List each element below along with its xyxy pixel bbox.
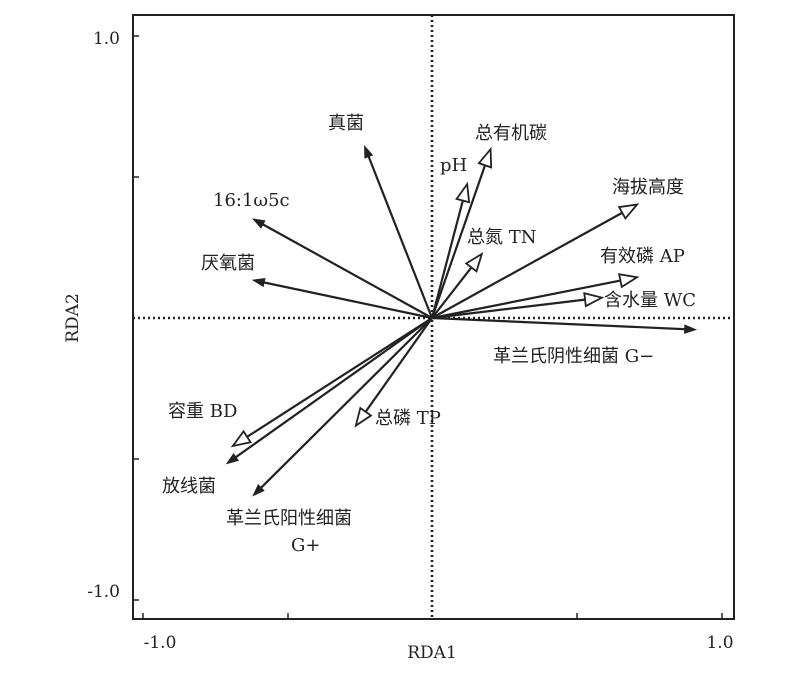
resp-vector-2-shaft bbox=[256, 279, 433, 320]
resp-vector-4-arrowhead bbox=[225, 453, 240, 465]
env-vector-4-arrowhead bbox=[618, 273, 640, 289]
label-actinomycetes: 放线菌 bbox=[162, 476, 216, 497]
label-available-phosphorus: 有效磷 AP bbox=[600, 246, 685, 267]
env-vector-1-arrowhead bbox=[455, 181, 471, 204]
env-vector-2-shaft bbox=[431, 211, 623, 319]
resp-vector-0-shaft bbox=[365, 149, 434, 319]
label-ph: pH bbox=[440, 155, 467, 176]
env-vector-4-shaft bbox=[431, 279, 621, 320]
x-tick-label-min: -1.0 bbox=[144, 633, 177, 653]
label-gram-negative: 革兰氏阴性细菌 G− bbox=[493, 346, 654, 367]
vector-labels: 总有机碳 pH 海拔高度 总氮 TN 有效磷 AP 含水量 WC 总磷 TP 容… bbox=[162, 113, 696, 556]
env-vector-5-shaft bbox=[431, 298, 586, 320]
response-vectors bbox=[225, 144, 698, 497]
label-anaerobes: 厌氧菌 bbox=[201, 253, 255, 274]
env-vector-3-arrowhead bbox=[464, 251, 484, 273]
resp-vector-0-arrowhead bbox=[364, 144, 374, 159]
resp-vector-3-arrowhead bbox=[684, 324, 698, 334]
label-total-phosphorus: 总磷 TP bbox=[375, 408, 441, 429]
resp-vector-5-shaft bbox=[255, 317, 433, 494]
resp-vector-5-arrowhead bbox=[252, 484, 265, 497]
env-vector-0-arrowhead bbox=[477, 146, 493, 169]
label-16-1w5c: 16:1ω5c bbox=[213, 190, 290, 211]
label-bulk-density: 容重 BD bbox=[168, 401, 237, 422]
resp-vector-3-shaft bbox=[431, 316, 692, 331]
x-tick-label-max: 1.0 bbox=[706, 633, 733, 653]
label-fungi: 真菌 bbox=[328, 113, 364, 134]
label-altitude: 海拔高度 bbox=[612, 177, 684, 198]
label-gram-positive-line2: G+ bbox=[291, 535, 320, 556]
resp-vector-4-shaft bbox=[229, 317, 433, 463]
resp-vector-2-arrowhead bbox=[251, 277, 266, 288]
env-vector-7-arrowhead bbox=[230, 429, 253, 448]
environment-vectors bbox=[230, 146, 640, 448]
y-axis-title: RDA2 bbox=[63, 293, 83, 343]
y-tick-label-max: 1.0 bbox=[93, 29, 120, 49]
env-vector-6-arrowhead bbox=[354, 406, 373, 428]
resp-vector-1-shaft bbox=[256, 220, 433, 319]
x-axis-ticks bbox=[142, 613, 723, 619]
env-vector-6-shaft bbox=[364, 317, 433, 413]
env-vector-3-shaft bbox=[431, 266, 473, 319]
label-gram-positive-line1: 革兰氏阳性细菌 bbox=[226, 508, 352, 529]
env-vector-0-shaft bbox=[430, 164, 487, 319]
label-total-nitrogen: 总氮 TN bbox=[467, 227, 536, 248]
label-total-organic-carbon: 总有机碳 bbox=[475, 123, 547, 144]
env-vector-1-shaft bbox=[430, 200, 464, 319]
label-gram-positive: 革兰氏阳性细菌 G+ bbox=[226, 508, 358, 556]
y-tick-label-min: -1.0 bbox=[87, 582, 120, 602]
env-vector-7-shaft bbox=[246, 317, 433, 438]
x-axis-title: RDA1 bbox=[407, 643, 457, 663]
env-vector-5-arrowhead bbox=[583, 292, 605, 308]
label-water-content: 含水量 WC bbox=[604, 290, 696, 311]
resp-vector-1-arrowhead bbox=[251, 218, 266, 229]
y-axis-ticks bbox=[133, 35, 139, 601]
env-vector-2-arrowhead bbox=[617, 203, 640, 221]
